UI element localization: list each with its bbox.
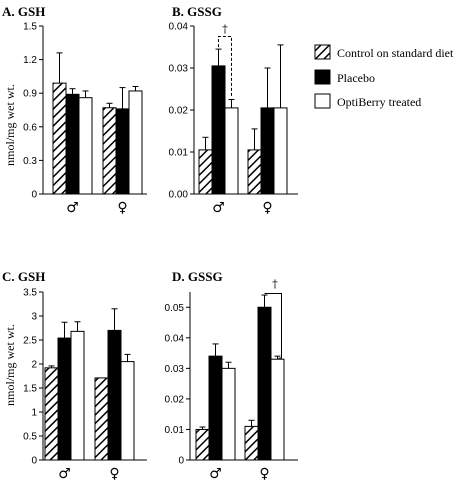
bar-optiberry-treated-1	[273, 107, 288, 195]
y-tick-label: 1.5	[23, 384, 37, 395]
bar-placebo-1	[107, 329, 122, 461]
bar-placebo-1	[257, 306, 272, 461]
y-tick-label: 0.5	[23, 432, 37, 443]
legend-item-placebo: Placebo	[314, 69, 375, 85]
y-tick-label: 1.5	[23, 22, 37, 33]
x-category-label: ♂	[66, 200, 79, 216]
chart-panel-3: C. GSH 0 0.5 1 1.5 2 2.5 3 3.5 ♂ ♀	[2, 269, 147, 480]
x-category-label: ♂	[212, 200, 225, 216]
y-tick-label: 3	[31, 312, 37, 323]
y-tick-label: 0.9	[23, 89, 37, 100]
y-tick-label: 0.01	[165, 425, 185, 436]
legend-label: Placebo	[337, 71, 375, 85]
chart-panel-2: B. GSSG 0.00 0.01 0.02 0.03 0.04 ♂ ♀ †	[169, 4, 298, 216]
chart-panel-4: D. GSSG 0 0.01 0.02 0.03 0.04 0.05 ♂ ♀ †	[165, 269, 298, 480]
y-tick-label: 0.01	[169, 148, 189, 159]
x-category-label: ♀	[262, 200, 272, 216]
y-tick-label: 0.3	[23, 156, 37, 167]
x-category-label: ♀	[259, 466, 269, 480]
chart-title: D. GSSG	[172, 269, 223, 284]
bar-placebo-0	[65, 93, 80, 195]
y-tick-label: 0.6	[23, 122, 37, 133]
y-tick-label: 3.5	[23, 288, 37, 299]
legend-label: Control on standard diet	[337, 46, 454, 60]
bar-optiberry-treated-1	[128, 90, 143, 195]
bar-placebo-1	[115, 108, 130, 195]
y-axis-label-top: nmol/mg wet wt.	[3, 84, 17, 166]
significance-bracket	[218, 36, 232, 98]
legend-swatch-white	[314, 93, 331, 109]
y-tick-label: 0.04	[169, 22, 189, 33]
bar-control-on-standard-diet-0	[52, 82, 67, 195]
legend-label: OptiBerry treated	[337, 95, 421, 109]
legend-swatch-black	[314, 69, 331, 85]
legend: Control on standard diet Placebo OptiBer…	[314, 44, 454, 109]
chart-title: C. GSH	[2, 269, 45, 284]
bar-control-on-standard-diet-0	[195, 428, 210, 461]
bar-control-on-standard-diet-1	[247, 149, 262, 195]
bar-optiberry-treated-0	[78, 97, 93, 195]
x-category-label: ♀	[109, 466, 119, 480]
bar-optiberry-treated-0	[70, 330, 85, 461]
legend-item-optiberry: OptiBerry treated	[314, 93, 421, 109]
y-tick-label: 1.2	[23, 55, 37, 66]
bar-optiberry-treated-0	[224, 107, 239, 195]
bar-control-on-standard-diet-1	[244, 425, 259, 461]
significance-bracket	[264, 293, 282, 359]
x-category-label: ♂	[209, 466, 222, 480]
bar-control-on-standard-diet-1	[102, 107, 117, 195]
bar-optiberry-treated-1	[120, 361, 135, 461]
bar-placebo-0	[211, 65, 226, 195]
x-category-label: ♀	[117, 200, 127, 216]
chart-title: A. GSH	[2, 4, 45, 19]
y-tick-label: 0.03	[169, 64, 189, 75]
y-tick-label: 0.05	[165, 303, 185, 314]
bar-control-on-standard-diet-1	[94, 377, 109, 461]
legend-item-control: Control on standard diet	[314, 44, 454, 60]
bar-placebo-0	[208, 355, 223, 461]
bar-placebo-0	[57, 337, 72, 461]
y-tick-label: 0.02	[165, 394, 185, 405]
significance-marker: †	[272, 278, 278, 291]
bar-placebo-1	[260, 107, 275, 195]
y-tick-label: 2	[31, 360, 37, 371]
y-tick-label: 2.5	[23, 336, 37, 347]
y-tick-label: 0.03	[165, 364, 185, 375]
y-tick-label: 1	[31, 408, 37, 419]
chart-panel-1: A. GSH 0 0.3 0.6 0.9 1.2 1.5 ♂ ♀	[2, 4, 147, 216]
y-tick-label: 0.04	[165, 333, 185, 344]
significance-marker: †	[222, 23, 228, 36]
bar-optiberry-treated-1	[270, 358, 285, 461]
bar-optiberry-treated-0	[221, 367, 236, 461]
chart-title: B. GSSG	[172, 4, 222, 19]
x-category-label: ♂	[58, 466, 71, 480]
bar-control-on-standard-diet-0	[198, 149, 213, 195]
y-tick-label: 0	[31, 190, 37, 201]
y-tick-label: 0.00	[169, 190, 189, 201]
y-axis-label-bottom: nmol/mg wet wt.	[3, 324, 17, 406]
bar-control-on-standard-diet-0	[44, 367, 59, 461]
legend-swatch-hatched	[314, 44, 331, 60]
y-tick-label: 0.02	[169, 106, 189, 117]
y-tick-label: 0	[178, 456, 184, 467]
y-tick-label: 0	[31, 456, 37, 467]
